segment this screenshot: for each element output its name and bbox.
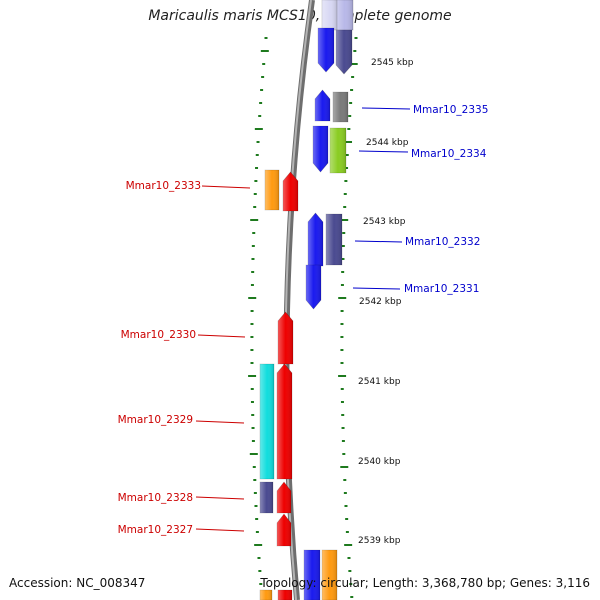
- genome-summary-text: Topology: circular; Length: 3,368,780 bp…: [260, 576, 590, 590]
- gene-arrow: [335, 29, 353, 75]
- label-leader-line: [358, 150, 409, 153]
- accession-text: Accession: NC_008347: [9, 576, 146, 590]
- gene-arrow: [317, 27, 335, 73]
- gene-label: Mmar10_2330: [121, 329, 196, 341]
- gene-arrow: [332, 91, 349, 123]
- gene-arrow: [259, 363, 275, 480]
- gene-arrow: [282, 171, 299, 212]
- label-leader-line: [197, 334, 246, 338]
- kbp-label: 2545 kbp: [371, 58, 414, 68]
- kbp-label: 2544 kbp: [366, 138, 409, 148]
- label-leader-line: [352, 287, 401, 290]
- gene-label: Mmar10_2331: [404, 283, 479, 295]
- backbone-highlight: [284, 0, 312, 600]
- kbp-label: 2542 kbp: [359, 297, 402, 307]
- gene-arrow: [305, 264, 322, 310]
- gene-label: Mmar10_2327: [118, 524, 193, 536]
- label-leader-line: [195, 420, 245, 424]
- label-leader-line: [354, 240, 403, 243]
- label-leader-line: [201, 185, 251, 189]
- backbone-curve: [283, 0, 315, 600]
- gene-arrow: [276, 513, 292, 547]
- gene-arrow: [277, 589, 293, 600]
- gene-arrow: [312, 125, 329, 173]
- gene-arrow: [329, 127, 347, 174]
- gene-arrow: [314, 89, 331, 122]
- kbp-label: 2539 kbp: [358, 536, 401, 546]
- kbp-label: 2540 kbp: [358, 457, 401, 467]
- gene-arrow: [259, 481, 274, 514]
- kbp-labels: 2545 kbp 2544 kbp 2543 kbp 2542 kbp 2541 kbp…: [358, 58, 414, 546]
- gene-labels: Mmar10_2335 Mmar10_2334 Mmar10_2333 Mmar10_…: [118, 104, 489, 536]
- gene-arrow: [321, 549, 338, 600]
- map-title: Maricaulis maris MCS10, complete genome: [148, 8, 452, 24]
- gene-arrow: [276, 363, 293, 480]
- gene-arrow: [325, 213, 343, 266]
- kbp-label: 2541 kbp: [358, 377, 401, 387]
- gene-arrow: [335, 0, 354, 31]
- tick-marks: [248, 37, 358, 598]
- gene-arrow: [321, 0, 338, 31]
- label-leaders: [195, 107, 411, 532]
- gene-arrow: [264, 169, 280, 211]
- gene-arrow: [277, 311, 294, 365]
- gene-label: Mmar10_2334: [411, 148, 487, 160]
- gene-label: Mmar10_2335: [413, 104, 488, 116]
- gene-features: [259, 0, 354, 600]
- gene-label: Mmar10_2328: [118, 492, 193, 504]
- gene-arrow: [276, 481, 292, 514]
- gene-label: Mmar10_2333: [126, 180, 201, 192]
- gene-arrow: [307, 212, 324, 267]
- gene-label: Mmar10_2329: [118, 414, 193, 426]
- label-leader-line: [195, 528, 245, 532]
- label-leader-line: [361, 107, 411, 110]
- gene-arrow: [303, 549, 321, 600]
- label-leader-line: [195, 496, 245, 500]
- backbone: [283, 0, 315, 600]
- kbp-label: 2543 kbp: [363, 217, 406, 227]
- gene-arrow: [259, 589, 273, 600]
- gene-label: Mmar10_2332: [405, 236, 480, 248]
